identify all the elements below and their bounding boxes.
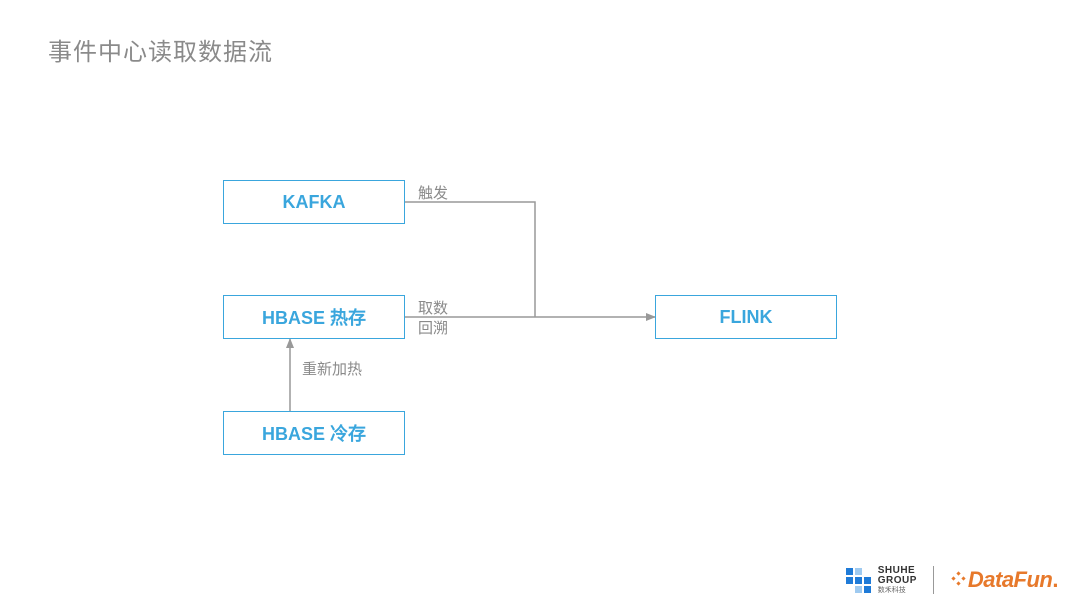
edge-label-kafka-flink: 触发 xyxy=(418,184,448,204)
shuhe-line2: GROUP xyxy=(878,576,917,586)
node-hbase_hot: HBASE 热存 xyxy=(223,295,405,339)
shuhe-mark-icon xyxy=(846,568,870,592)
shuhe-text: SHUHE GROUP 数禾科技 xyxy=(878,566,917,594)
node-kafka: KAFKA xyxy=(223,180,405,224)
diagram-arrows xyxy=(0,0,1080,608)
node-flink: FLINK xyxy=(655,295,837,339)
datafun-text: DataFun xyxy=(968,567,1053,592)
logo-shuhe: SHUHE GROUP 数禾科技 xyxy=(846,566,917,594)
logo-datafun: DataFun. xyxy=(950,567,1058,593)
page-title: 事件中心读取数据流 xyxy=(48,32,273,67)
shuhe-line3: 数禾科技 xyxy=(878,587,917,594)
edge-label-hbase_hot-flink: 取数 回溯 xyxy=(418,299,448,338)
logo-divider xyxy=(933,566,934,594)
node-hbase_cold: HBASE 冷存 xyxy=(223,411,405,455)
footer-logos: SHUHE GROUP 数禾科技 DataFun. xyxy=(846,566,1058,594)
datafun-dots-icon xyxy=(950,572,966,588)
datafun-dot: . xyxy=(1052,567,1058,592)
edge-label-hbase_cold-hbase_hot: 重新加热 xyxy=(302,360,362,380)
